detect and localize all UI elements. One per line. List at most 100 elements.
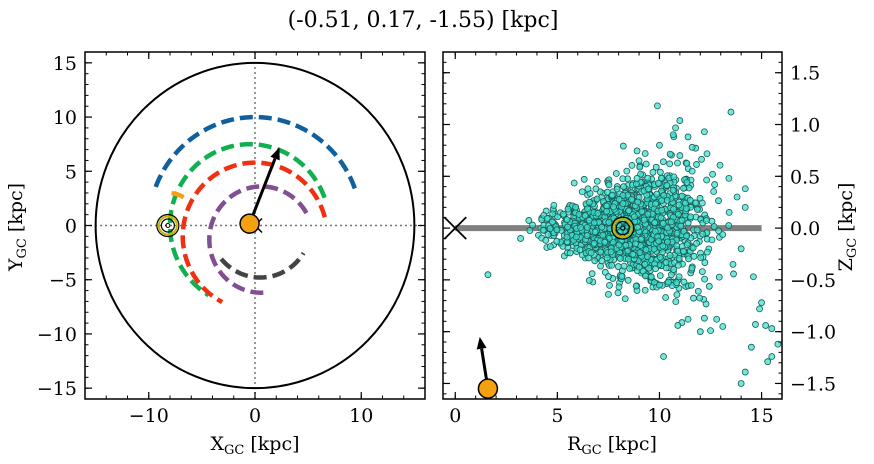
rz-star-point [696, 294, 704, 302]
rz-star-point [526, 227, 534, 234]
rz-star-point [670, 266, 677, 273]
rz-star-point [768, 353, 776, 360]
rz-star-point [622, 241, 630, 249]
rz-star-point [703, 248, 711, 256]
rz-star-point [741, 185, 749, 193]
rz-star-point [651, 227, 659, 235]
rz-star-point [633, 174, 641, 182]
rz-star-point [703, 217, 710, 224]
rz-star-point [750, 273, 757, 281]
rz-star-point [729, 260, 737, 268]
rz-star-point [619, 200, 627, 208]
rz-star-point [588, 270, 596, 278]
rz-star-point [615, 283, 623, 291]
rz-panel: 0 5 10 15 −1.5 −1.0 −0.5 0.0 0.5 1.0 1.5 [442, 51, 836, 427]
rz-star-point [701, 275, 709, 283]
rz-star-point [715, 273, 723, 281]
rz-star-point [658, 197, 666, 205]
rz-star-point [625, 255, 632, 263]
rz-star-point [670, 173, 678, 181]
rz-star-point [680, 184, 687, 192]
rz-star-point [578, 188, 586, 196]
rz-star-point [603, 188, 611, 196]
rz-star-point [572, 203, 580, 211]
xy-sun-dot [165, 223, 171, 228]
rz-star-point [674, 322, 682, 329]
xy-x-axis-label-sub: GC [224, 443, 244, 458]
rz-star-point [708, 217, 716, 225]
chart-title: (-0.51, 0.17, -1.55) [kpc] [288, 8, 559, 33]
rz-star-point [634, 198, 642, 206]
rz-star-point [637, 235, 645, 243]
rz-star-point [764, 358, 772, 366]
rz-star-point [673, 279, 681, 287]
rz-star-point [585, 198, 593, 206]
rz-star-point [625, 207, 633, 215]
rz-star-point [655, 237, 663, 245]
rz-star-point [605, 290, 612, 298]
rz-star-point [664, 278, 672, 286]
rz-y-axis-label-main: Z [835, 258, 857, 271]
rz-star-point [593, 177, 601, 185]
xy-spiral-arm-4 [219, 251, 306, 280]
rz-star-point [673, 291, 681, 299]
rz-star-point [517, 235, 525, 242]
rz-y-tick-label: −1.5 [790, 373, 836, 395]
rz-star-point [612, 170, 620, 177]
rz-star-point [709, 170, 716, 178]
rz-star-point [715, 227, 723, 235]
rz-star-point [641, 260, 649, 268]
rz-star-point [615, 221, 623, 229]
rz-star-point [594, 209, 602, 217]
rz-star-point [689, 244, 697, 252]
rz-star-point [656, 141, 663, 149]
rz-sun-dot [620, 225, 626, 231]
rz-star-point [606, 281, 613, 289]
rz-star-point [584, 185, 592, 193]
xy-y-axis-label: YGC [kpc] [5, 183, 30, 272]
rz-star-point [626, 265, 634, 272]
rz-star-point [693, 239, 700, 247]
rz-star-point [693, 226, 701, 234]
rz-star-point [725, 222, 733, 229]
xy-x-axis-label-main: X [210, 433, 224, 455]
rz-star-point [694, 287, 702, 295]
rz-x-tick-label: 10 [647, 405, 671, 427]
rz-sun-ring [612, 218, 633, 239]
xy-x-axis-label: XGC [kpc] [210, 433, 299, 458]
rz-star-point [677, 222, 685, 230]
rz-star-point [688, 143, 696, 151]
rz-star-point [733, 193, 741, 201]
rz-star-point [543, 215, 551, 222]
rz-star-point [640, 216, 648, 224]
rz-star-point [727, 108, 735, 116]
rz-star-point [546, 243, 554, 250]
xy-spiral-arm-5 [167, 190, 185, 200]
rz-star-point [621, 295, 629, 303]
rz-star-point [698, 199, 706, 207]
rz-y-axis-label-unit: [kpc] [835, 183, 857, 238]
rz-star-point [525, 217, 533, 224]
rz-star-point [737, 245, 745, 253]
rz-star-point [644, 174, 652, 182]
rz-star-point [683, 241, 691, 249]
rz-star-point [756, 305, 763, 313]
rz-star-point [692, 199, 700, 207]
rz-star-point [539, 226, 547, 234]
xy-y-axis-label-sub: GC [15, 238, 30, 258]
rz-star-point [669, 186, 677, 194]
rz-star-point [619, 142, 627, 150]
rz-star-point [632, 240, 639, 248]
rz-star-point [664, 238, 671, 246]
rz-star-point [700, 314, 708, 322]
rz-star-point [593, 195, 601, 203]
rz-star-point [647, 273, 655, 281]
rz-star-point [650, 245, 658, 253]
rz-star-point [725, 174, 733, 182]
xy-velocity-arrow [248, 158, 277, 225]
rz-star-point [656, 253, 664, 261]
rz-star-point [652, 163, 660, 171]
rz-star-point [649, 168, 657, 176]
rz-star-point [572, 233, 580, 241]
rz-star-point [529, 221, 536, 229]
